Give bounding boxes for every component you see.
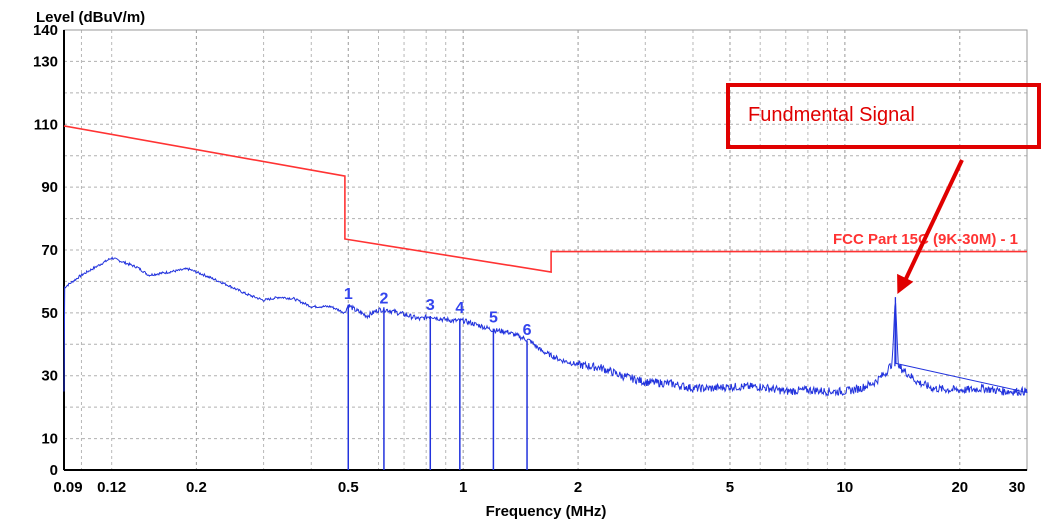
measured-trace	[63, 256, 1028, 398]
marker-group: 1 2 3 4 5 6	[344, 286, 532, 470]
x-tick-label: 10	[837, 479, 854, 496]
x-tick-label: 20	[951, 479, 968, 496]
x-tick-label: 0.2	[186, 479, 207, 496]
marker-label: 4	[455, 300, 464, 317]
y-tick-label: 30	[41, 368, 58, 385]
x-tick-label: 0.12	[97, 479, 126, 496]
y-tick-label: 90	[41, 179, 58, 196]
annotation-box	[726, 83, 1041, 149]
y-tick-label: 130	[33, 53, 58, 70]
x-tick-label: 2	[574, 479, 582, 496]
y-tick-label: 110	[34, 116, 58, 133]
annotation-arrow-head	[897, 273, 914, 294]
annotation-arrow-shaft	[903, 159, 964, 281]
marker-label: 5	[489, 310, 498, 327]
y-tick-label: 50	[41, 305, 58, 322]
x-tick-label: 0.09	[53, 479, 82, 496]
grid	[64, 30, 1027, 470]
x-tick-label: 1	[459, 479, 467, 496]
x-axis-label: Frequency (MHz)	[486, 503, 607, 520]
marker-label: 6	[523, 322, 532, 339]
y-tick-label: 10	[41, 431, 58, 448]
annotation-text: Fundmental Signal	[748, 104, 915, 126]
y-tick-label: 70	[41, 242, 58, 259]
marker-label: 2	[379, 291, 388, 308]
fundamental-spike	[894, 297, 897, 367]
axes	[63, 29, 1028, 471]
annotation-arrow	[897, 159, 964, 294]
marker-label: 3	[426, 297, 435, 314]
limit-line	[63, 125, 1027, 273]
y-axis-label: Level (dBuV/m)	[36, 9, 145, 26]
x-tick-label: 0.5	[338, 479, 359, 496]
y-tick-label: 0	[50, 462, 58, 479]
x-tick-label: 5	[726, 479, 734, 496]
y-tick-label: 140	[33, 22, 58, 39]
series-group	[63, 125, 1028, 398]
marker-label: 1	[344, 286, 353, 303]
x-tick-label: 30	[1009, 479, 1026, 496]
